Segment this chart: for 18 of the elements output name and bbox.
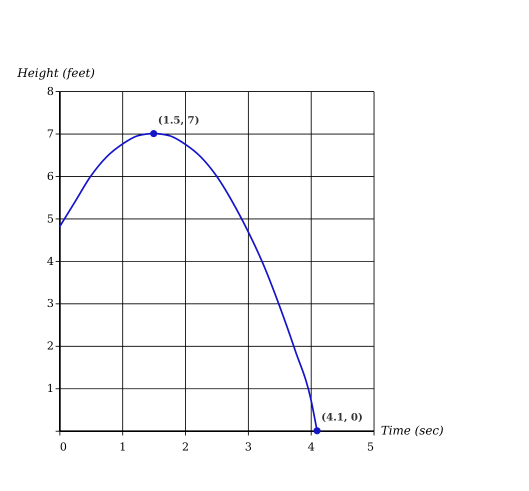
- y-tick-label: 7: [46, 127, 54, 140]
- y-tick-label: 8: [46, 84, 54, 98]
- x-tick-label: 4: [308, 440, 315, 454]
- x-tick-label: 1: [119, 440, 126, 454]
- y-tick-label: 5: [46, 212, 54, 226]
- y-tick-label: 1: [46, 382, 54, 396]
- y-tick-label: 4: [46, 254, 54, 268]
- x-tick-label: 2: [182, 440, 190, 454]
- x-tick-label: 3: [244, 440, 252, 454]
- y-tick-label: 6: [46, 170, 54, 183]
- x-tick-label: 0: [60, 440, 67, 454]
- annotation: (4.1, 0): [321, 412, 363, 424]
- y-axis-title: Height (feet): [16, 66, 96, 80]
- annotation: (1.5, 7): [158, 114, 200, 126]
- y-tick-label: 2: [46, 340, 54, 353]
- y-tick-label: 3: [46, 297, 54, 310]
- x-axis-title: Time (sec): [380, 424, 444, 438]
- x-tick-label: 5: [367, 440, 374, 454]
